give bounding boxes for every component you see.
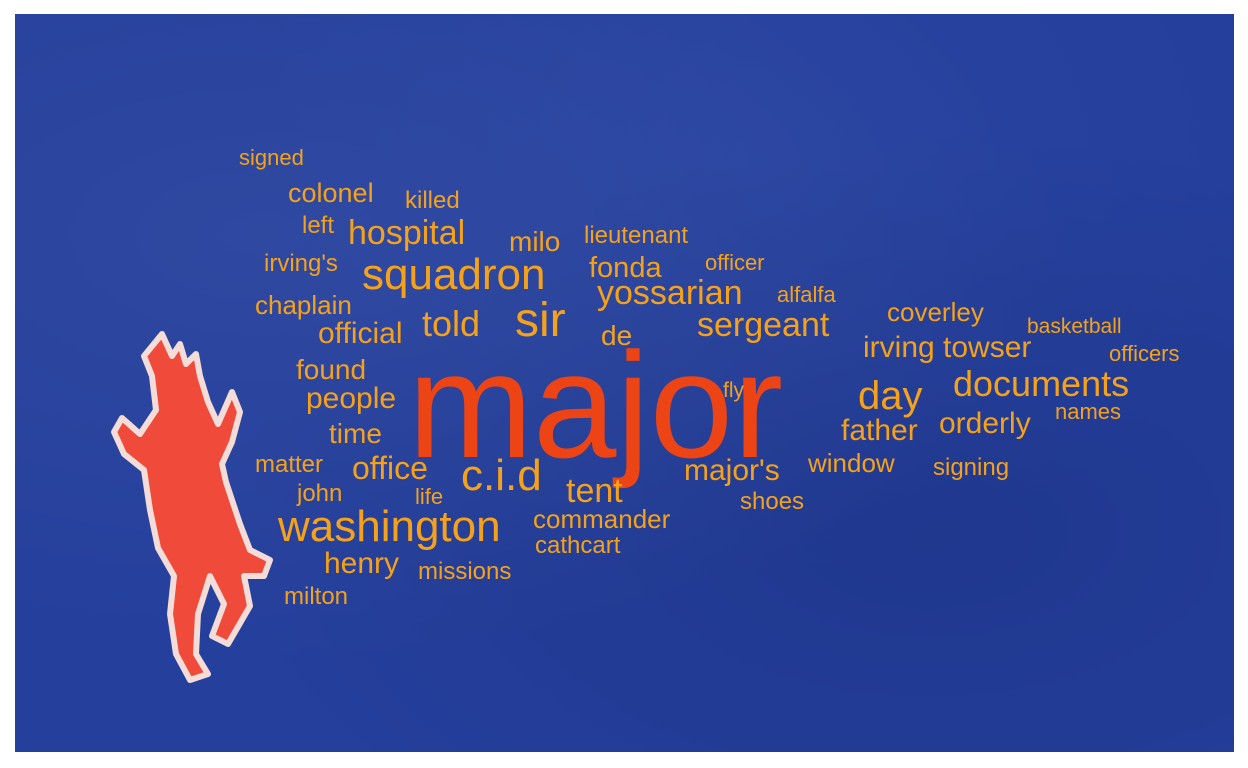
- word-day: day: [858, 374, 923, 418]
- word-people: people: [306, 382, 397, 415]
- word-signed: signed: [239, 145, 304, 170]
- word-hospital: hospital: [348, 214, 466, 252]
- word-cathcart: cathcart: [535, 532, 621, 559]
- word-alfalfa: alfalfa: [777, 282, 836, 307]
- word-officers: officers: [1109, 341, 1180, 366]
- word-washington: washington: [278, 502, 501, 551]
- word-basketball: basketball: [1027, 315, 1122, 338]
- word-left: left: [302, 212, 335, 239]
- word-documents: documents: [953, 363, 1130, 404]
- word-signing: signing: [933, 454, 1010, 481]
- word-matter: matter: [255, 451, 324, 478]
- word-c-i-d: c.i.d: [461, 451, 542, 500]
- word-father: father: [841, 414, 918, 447]
- word-milton: milton: [284, 583, 349, 610]
- word-tent: tent: [566, 472, 623, 510]
- word-window: window: [808, 448, 895, 478]
- word-life: life: [415, 484, 444, 509]
- word-office: office: [352, 450, 428, 486]
- word-official: official: [318, 317, 403, 350]
- word-killed: killed: [405, 187, 460, 214]
- word-de: de: [601, 320, 633, 351]
- word-told: told: [422, 303, 481, 344]
- word-chaplain: chaplain: [255, 290, 352, 320]
- dancing-devil-figure-icon: [111, 331, 273, 683]
- word-names: names: [1055, 399, 1122, 424]
- word-sergeant: sergeant: [697, 306, 830, 344]
- word-major-s: major's: [684, 454, 780, 487]
- word-lieutenant: lieutenant: [584, 222, 689, 249]
- word-fly: fly: [723, 379, 744, 402]
- word-coverley: coverley: [887, 297, 984, 327]
- word-colonel: colonel: [288, 178, 374, 208]
- word-officer: officer: [705, 250, 765, 275]
- word-orderly: orderly: [939, 407, 1031, 440]
- cover-canvas: major sir squadron washington c.i.d documents…: [15, 14, 1234, 752]
- word-henry: henry: [324, 547, 400, 580]
- word-sir: sir: [515, 294, 566, 347]
- word-yossarian: yossarian: [597, 274, 743, 312]
- word-time: time: [329, 418, 382, 449]
- word-commander: commander: [533, 504, 671, 534]
- word-john: john: [297, 480, 343, 507]
- word-major: major: [408, 321, 784, 489]
- word-irving-towser: irving towser: [863, 331, 1032, 364]
- word-found: found: [296, 354, 367, 385]
- word-shoes: shoes: [740, 488, 805, 515]
- word-fonda: fonda: [589, 252, 662, 284]
- word-milo: milo: [509, 226, 561, 257]
- word-missions: missions: [418, 558, 512, 585]
- word-irving-s: irving's: [264, 250, 338, 277]
- word-squadron: squadron: [362, 250, 546, 299]
